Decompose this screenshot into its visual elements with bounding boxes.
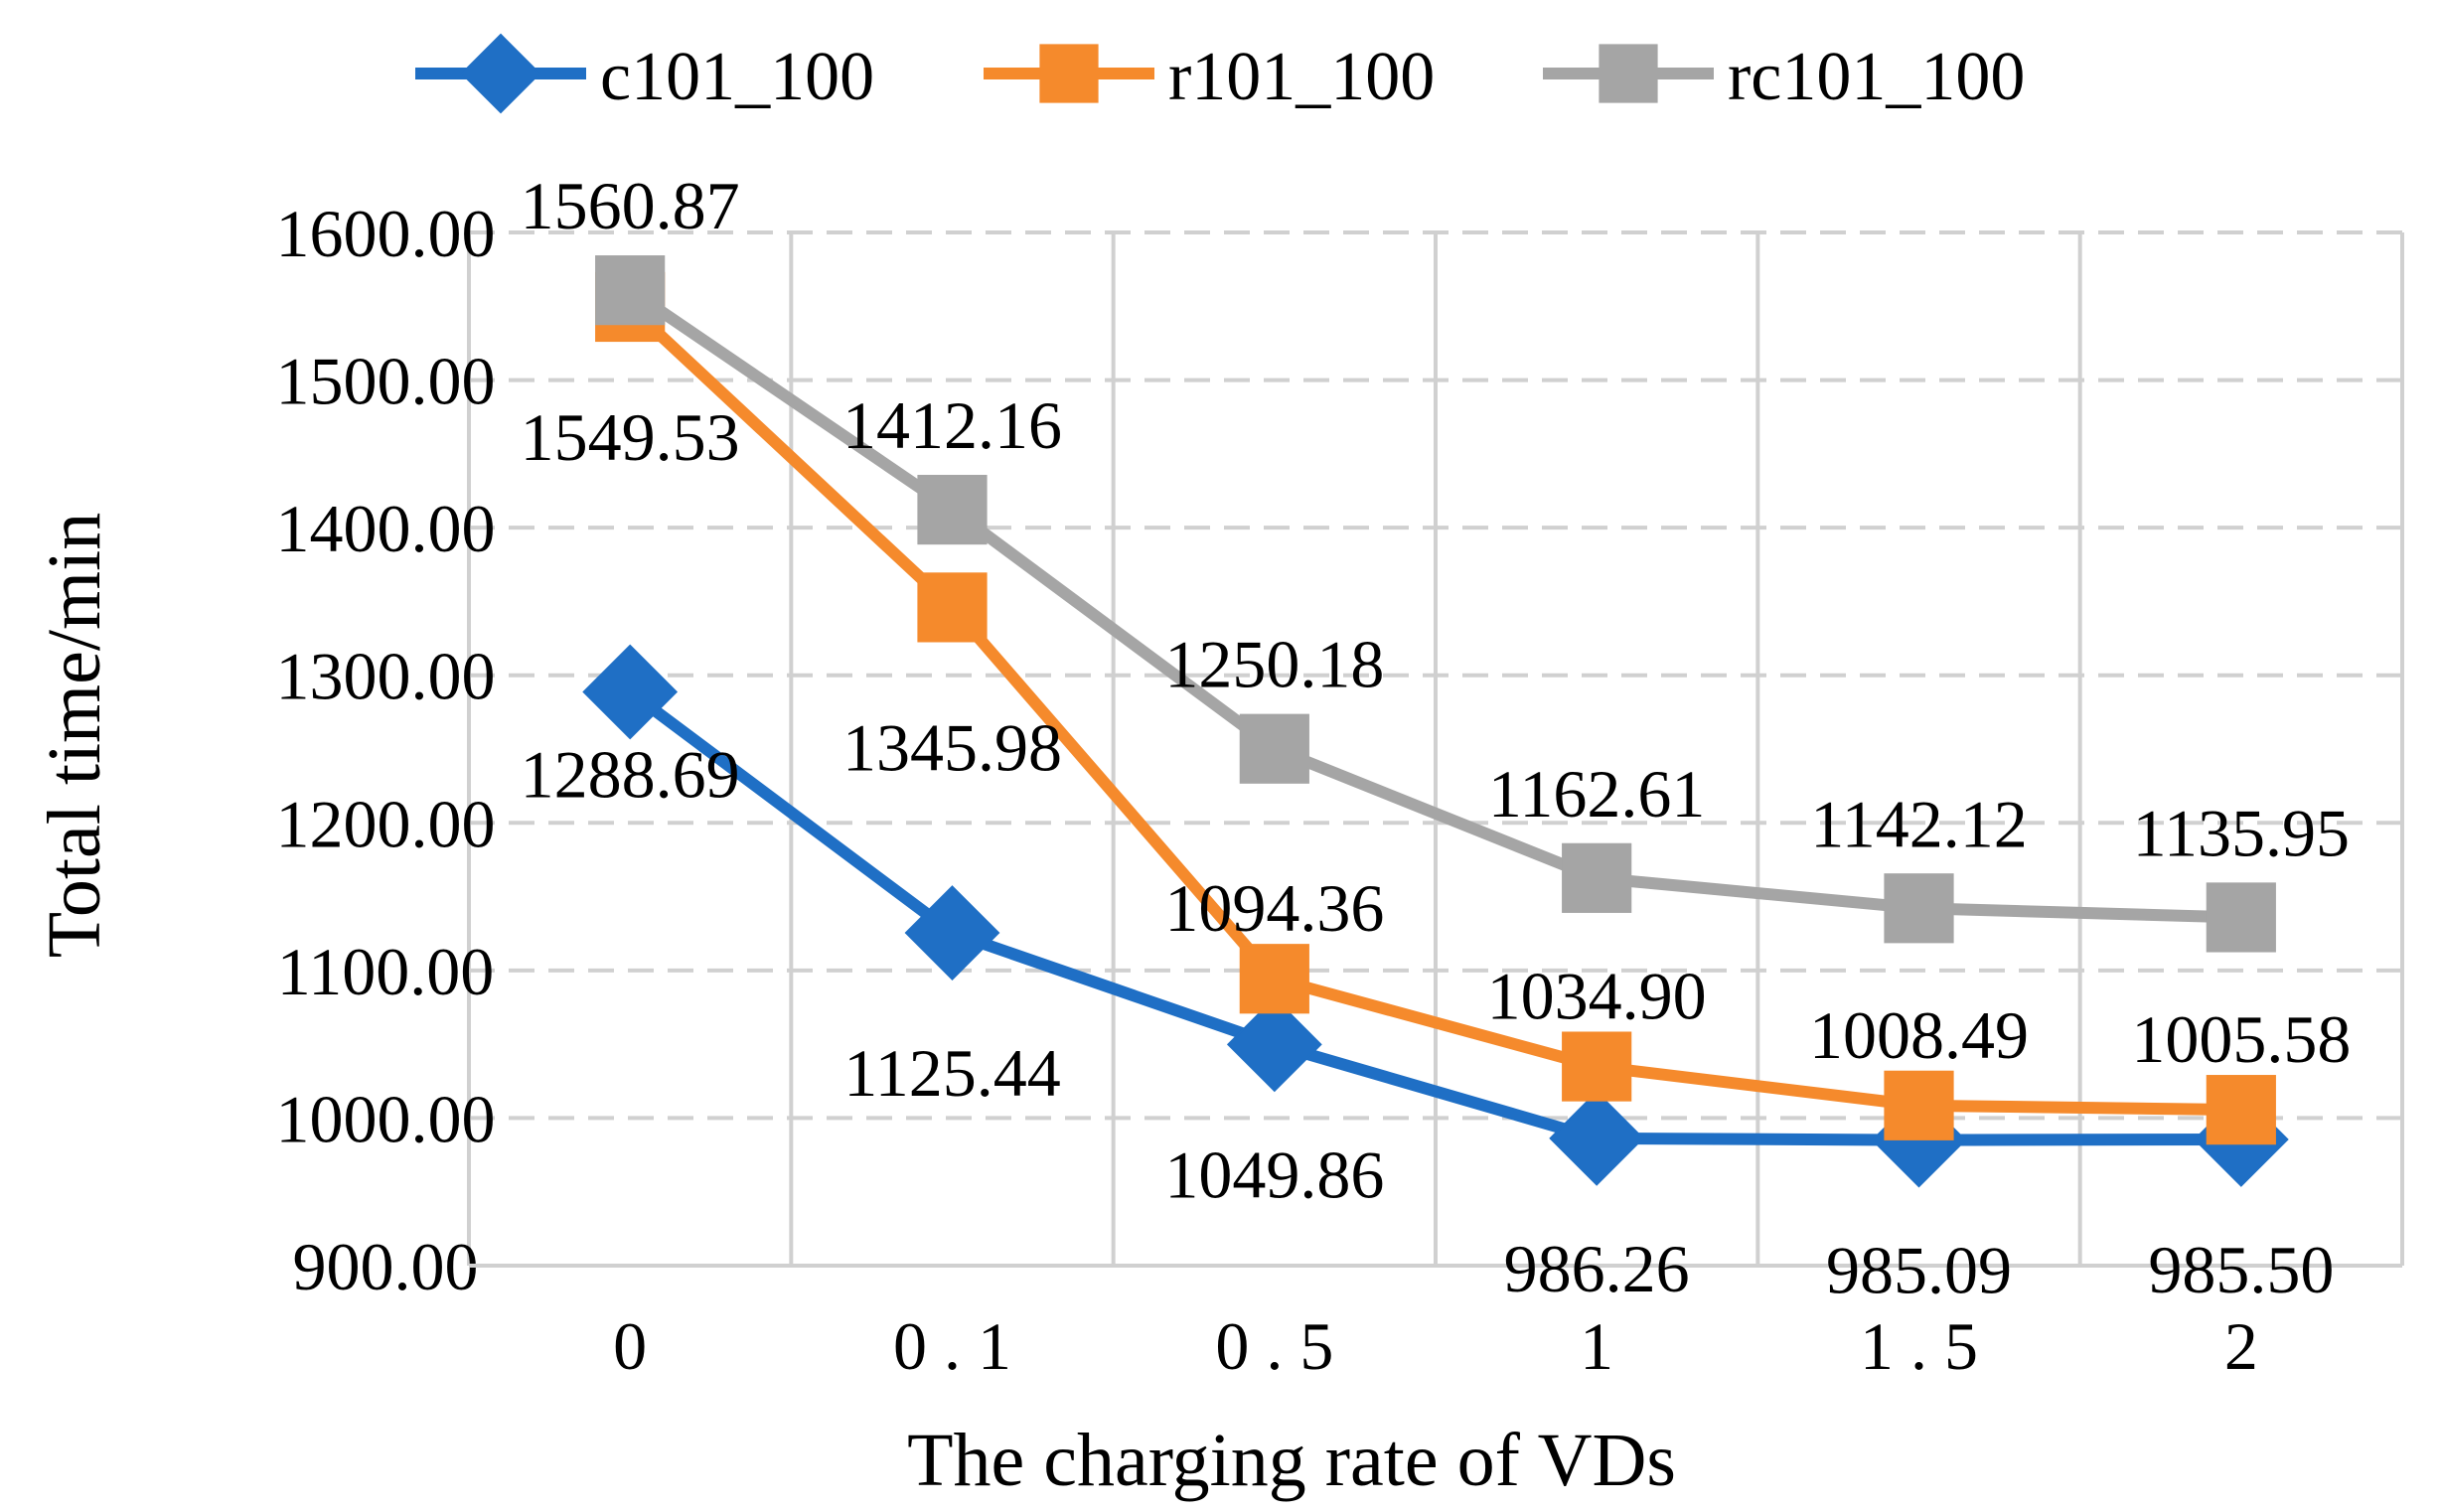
legend-item-rc101_100: rc101_100	[1543, 39, 2025, 115]
data-label: 1345.98	[842, 709, 1062, 785]
data-point	[582, 644, 679, 740]
series-c101_100	[582, 644, 2289, 1188]
x-tick-label: 0 . 5	[1215, 1308, 1333, 1384]
data-point	[1884, 1070, 1954, 1140]
data-point	[917, 572, 988, 643]
data-point	[595, 255, 666, 326]
data-point	[1884, 873, 1954, 944]
series-line	[626, 285, 2242, 924]
series-r101_100	[595, 271, 2276, 1145]
y-tick-label: 1200.00	[276, 786, 496, 861]
y-tick-label: 900.00	[293, 1229, 479, 1304]
data-point	[917, 474, 988, 545]
data-label-layer: 1288.69 1125.44 1049.86 986.26 985.09 985.50 1…	[521, 168, 2352, 1307]
x-tick-label: 1 . 5	[1860, 1308, 1978, 1384]
y-tick-label: 1600.00	[276, 196, 496, 271]
data-label: 1560.87	[521, 168, 740, 243]
data-label: 1008.49	[1809, 997, 2029, 1073]
data-label: 1250.18	[1164, 627, 1384, 702]
data-point	[1239, 944, 1309, 1014]
x-tick-label: 0	[613, 1308, 647, 1384]
legend-item-c101_100: c101_100	[415, 33, 874, 115]
series-layer	[582, 255, 2289, 1188]
y-tick-label: 1000.00	[276, 1081, 496, 1156]
data-point	[1549, 1090, 1645, 1186]
data-label: 985.09	[1826, 1233, 2012, 1308]
data-label: 1125.44	[843, 1035, 1060, 1111]
legend-item-r101_100: r101_100	[984, 39, 1435, 115]
series-line	[626, 686, 2241, 1146]
x-tick-label: 2	[2224, 1308, 2258, 1384]
data-point	[2206, 1075, 2276, 1145]
x-tick-label: 1	[1580, 1308, 1613, 1384]
data-point	[904, 885, 1000, 981]
legend-marker	[460, 33, 541, 114]
axis-layer: 900.00 1000.00 1100.00 1200.00 1300.00 1400.0…	[276, 196, 2402, 1384]
data-label: 1034.90	[1487, 959, 1707, 1034]
legend-label: rc101_100	[1728, 39, 2025, 115]
data-point	[1226, 996, 1322, 1093]
data-label: 1094.36	[1164, 870, 1384, 946]
data-label: 1162.61	[1488, 756, 1705, 832]
legend-label: r101_100	[1168, 39, 1435, 115]
data-label: 1412.16	[842, 387, 1062, 463]
data-point	[1562, 842, 1632, 913]
y-tick-label: 1400.00	[276, 491, 496, 566]
x-tick-label: 0 . 1	[893, 1308, 1011, 1384]
data-label: 1142.12	[1810, 786, 2027, 861]
data-label: 985.50	[2148, 1232, 2334, 1307]
data-label: 1135.95	[2133, 795, 2350, 870]
data-point	[1562, 1031, 1632, 1102]
y-tick-label: 1500.00	[276, 344, 496, 419]
legend-marker	[1039, 44, 1099, 103]
y-tick-label: 1300.00	[276, 639, 496, 714]
data-label: 1288.69	[521, 737, 740, 813]
data-label: 1049.86	[1164, 1136, 1384, 1212]
data-label: 1005.58	[2131, 1001, 2351, 1077]
legend-label: c101_100	[600, 39, 874, 115]
data-point	[2206, 882, 2276, 953]
data-label: 986.26	[1504, 1231, 1690, 1306]
grid-layer	[467, 230, 2404, 1266]
data-label: 1549.53	[521, 399, 740, 475]
y-tick-label: 1100.00	[277, 934, 494, 1009]
y-axis-title: Total time/min	[33, 513, 116, 959]
series-rc101_100	[595, 255, 2276, 953]
legend: c101_100 r101_100 rc101_100	[415, 33, 2025, 115]
data-point	[1239, 713, 1309, 784]
x-axis-title: The charging rate of VDs	[907, 1419, 1676, 1502]
series-line	[626, 302, 2241, 1117]
legend-marker	[1599, 44, 1658, 103]
